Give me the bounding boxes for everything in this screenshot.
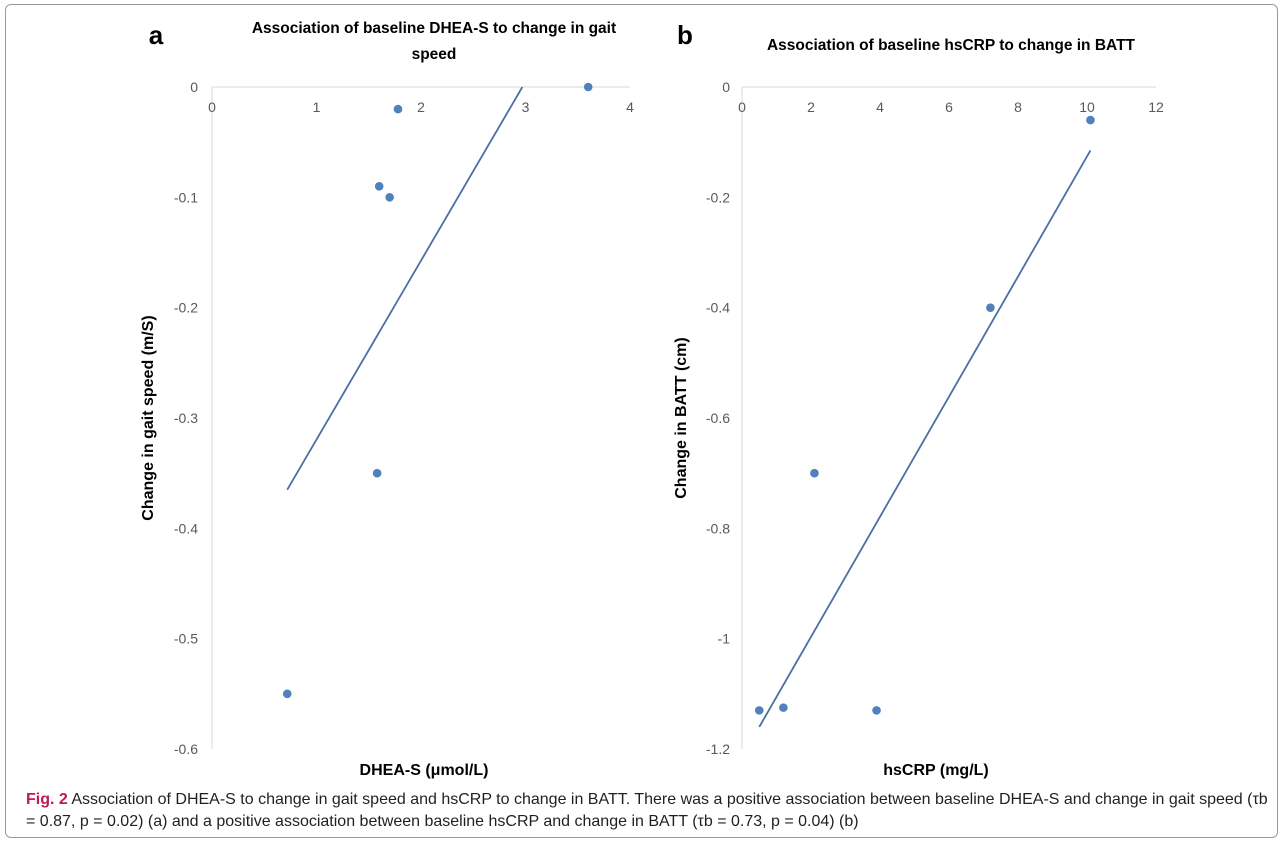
y-tick-label-b: -0.6 xyxy=(706,410,730,426)
chart-title-b-line-1: Association of baseline hsCRP to change … xyxy=(767,37,1136,54)
x-tick-label-a: 0 xyxy=(208,99,216,115)
x-tick-label-a: 4 xyxy=(626,99,634,115)
caption-text: Association of DHEA-S to change in gait … xyxy=(26,791,1268,830)
panel-label-b: b xyxy=(677,20,693,50)
figure-svg: a Association of baseline DHEA-S to chang… xyxy=(140,20,1164,779)
y-tick-label-a: -0.1 xyxy=(174,189,198,205)
x-tick-label-b: 8 xyxy=(1014,99,1022,115)
panel-label-a: a xyxy=(149,20,164,50)
x-tick-label-b: 0 xyxy=(738,99,746,115)
data-point-b xyxy=(779,703,788,712)
caption-lead: Fig. 2 xyxy=(26,791,68,808)
y-tick-label-b: -1.2 xyxy=(706,741,730,757)
y-tick-label-a: -0.3 xyxy=(174,410,198,426)
y-tick-label-a: -0.5 xyxy=(174,631,198,647)
x-tick-label-b: 4 xyxy=(876,99,884,115)
data-point-a xyxy=(372,468,382,478)
y-tick-label-a: -0.6 xyxy=(174,741,198,757)
x-axis-label-a: DHEA-S (μmol/L) xyxy=(360,762,489,779)
y-tick-label-b: -1 xyxy=(718,631,731,647)
trendline-b xyxy=(758,149,1092,728)
y-tick-label-a: 0 xyxy=(190,79,198,95)
x-axis-label-b: hsCRP (mg/L) xyxy=(883,762,988,779)
data-point-b xyxy=(810,468,819,478)
x-tick-label-a: 2 xyxy=(417,99,425,115)
y-tick-label-b: 0 xyxy=(722,79,730,95)
y-tick-label-b: -0.2 xyxy=(706,189,730,205)
data-point-a xyxy=(282,689,292,699)
data-point-a xyxy=(393,104,403,114)
x-tick-label-b: 2 xyxy=(807,99,815,115)
y-tick-label-b: -0.4 xyxy=(706,300,730,316)
data-point-a xyxy=(374,182,384,191)
data-point-b xyxy=(754,706,764,715)
chart-title-a-line-2: speed xyxy=(412,46,457,63)
trendline-a xyxy=(286,86,524,491)
y-tick-label-b: -0.8 xyxy=(706,520,730,536)
x-tick-label-a: 3 xyxy=(522,99,530,115)
data-point-b xyxy=(986,303,995,312)
data-point-a xyxy=(583,82,593,92)
y-tick-label-a: -0.2 xyxy=(174,300,198,316)
y-axis-label-a: Change in gait speed (m/S) xyxy=(140,315,157,520)
data-point-b xyxy=(1086,115,1095,125)
x-tick-label-a: 1 xyxy=(313,99,321,115)
x-tick-label-b: 12 xyxy=(1148,99,1164,115)
figure-frame: a Association of baseline DHEA-S to chang… xyxy=(5,4,1278,838)
x-tick-label-b: 10 xyxy=(1079,99,1095,115)
y-axis-label-b: Change in BATT (cm) xyxy=(673,337,690,498)
figure-caption: Fig. 2 Association of DHEA-S to change i… xyxy=(26,789,1276,833)
chart-title-a-line-1: Association of baseline DHEA-S to change… xyxy=(252,20,616,37)
y-tick-label-a: -0.4 xyxy=(174,520,198,536)
data-point-a xyxy=(385,193,394,202)
x-tick-label-b: 6 xyxy=(945,99,953,115)
data-point-b xyxy=(872,706,881,715)
